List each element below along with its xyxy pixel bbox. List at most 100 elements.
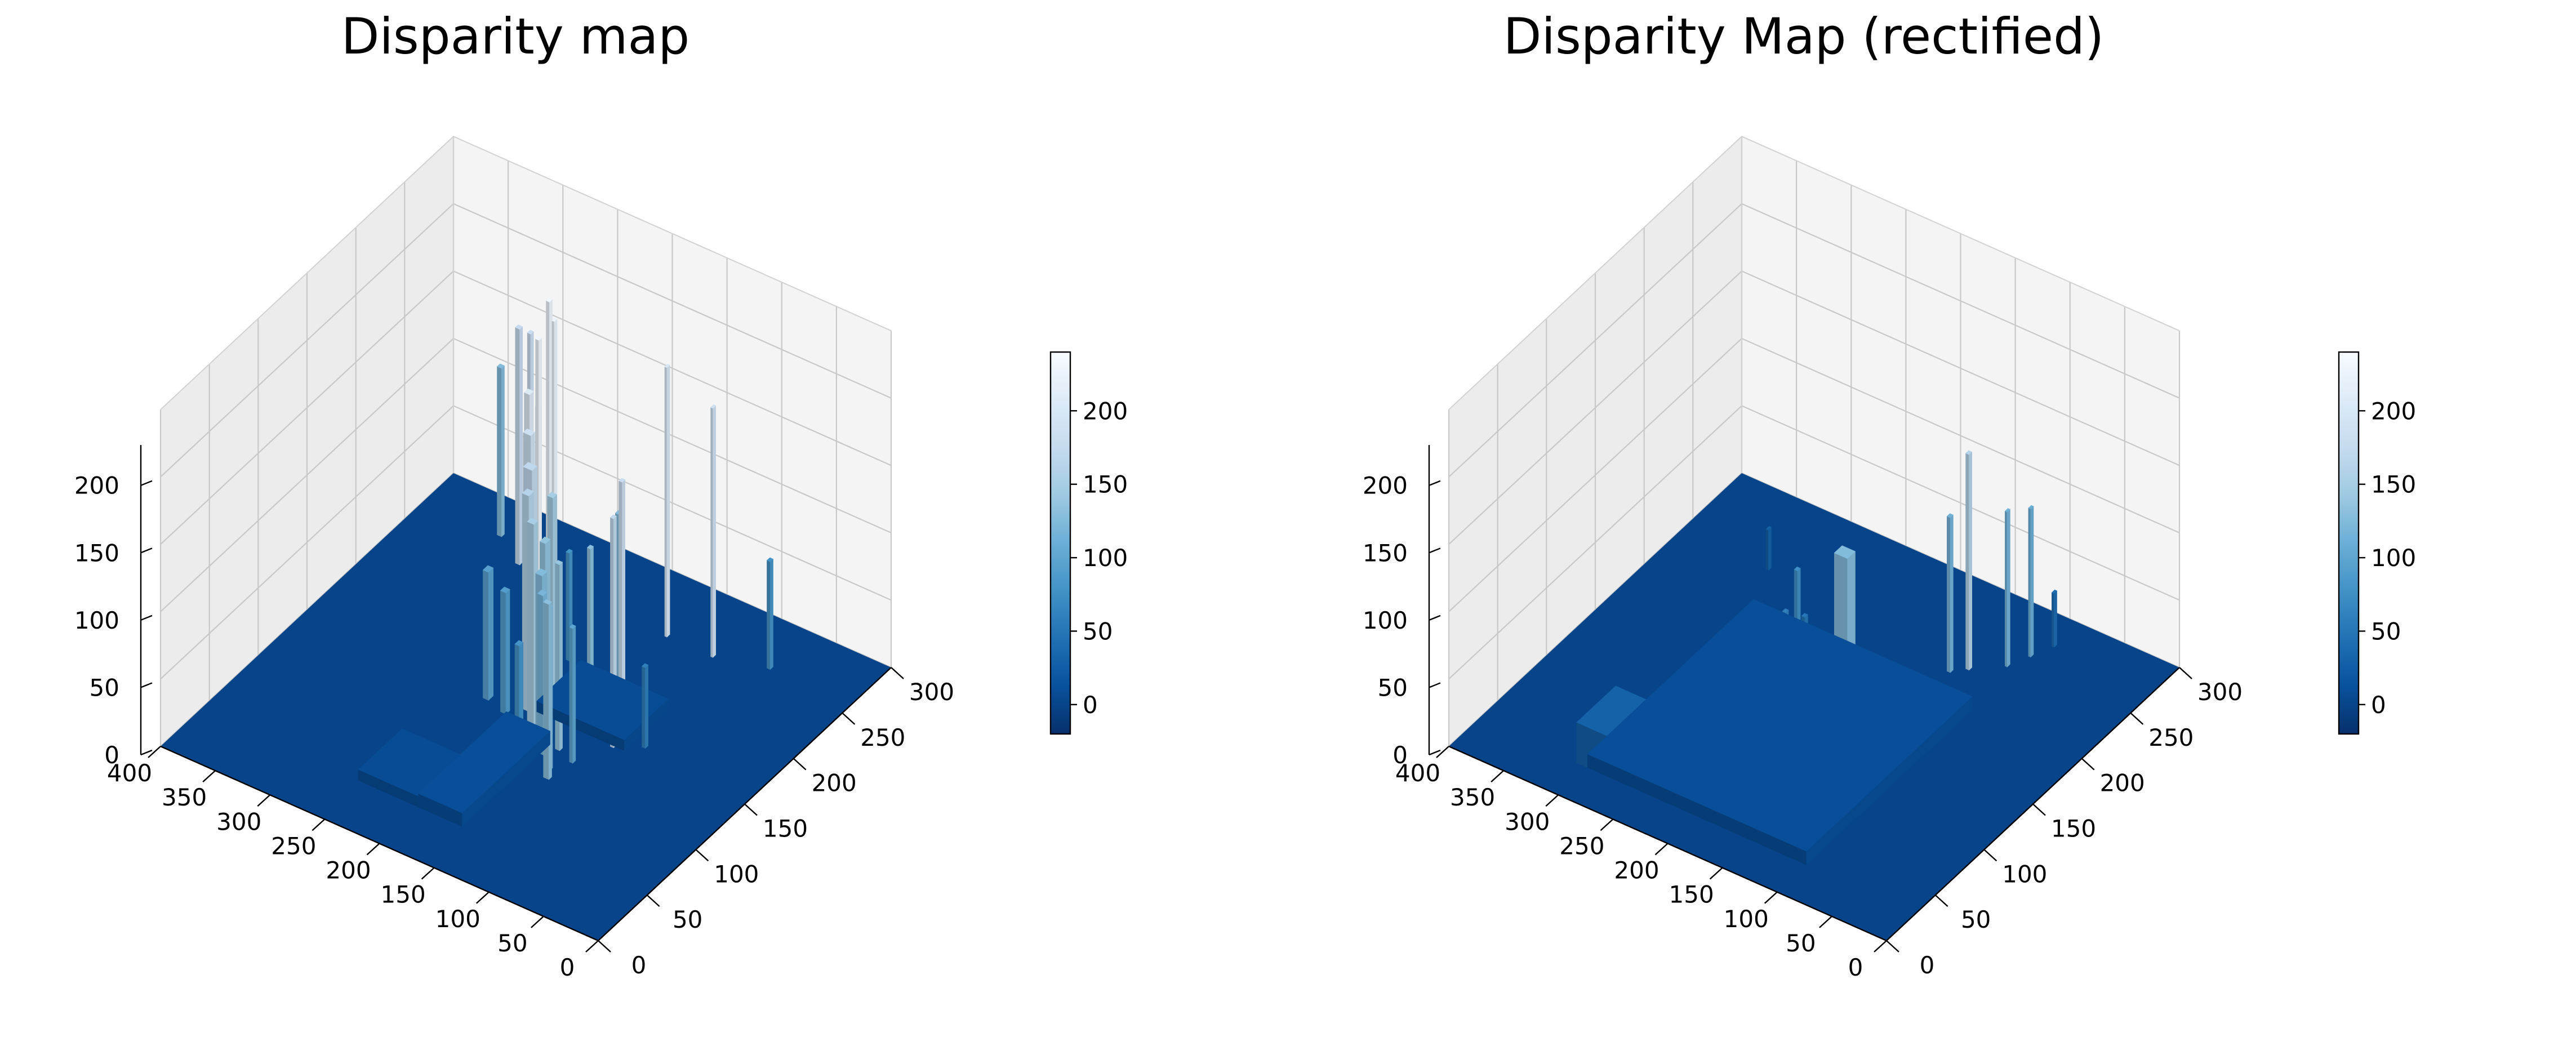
colorbar-tick-label: 150 xyxy=(2371,471,2416,498)
z-tick-mark xyxy=(140,749,153,756)
surface-spike xyxy=(515,324,523,566)
spike-top xyxy=(496,363,505,369)
surface-spike xyxy=(500,586,510,715)
y-tick-label: 300 xyxy=(909,678,954,706)
spike-face xyxy=(2028,508,2031,658)
surface-spike xyxy=(619,478,626,725)
surface-spike xyxy=(1965,450,1973,671)
disparity-map-rectified-figure: Disparity Map (rectified) 40035030025020… xyxy=(1363,7,2416,981)
spike-top xyxy=(2028,505,2034,510)
surface-spike xyxy=(766,557,774,670)
x-tick-mark xyxy=(312,818,326,831)
spike-top xyxy=(539,536,551,544)
y-tick-mark xyxy=(598,940,611,952)
axes-lines xyxy=(1428,445,2192,952)
z-tick-label: 100 xyxy=(74,607,119,634)
z-tick-mark xyxy=(140,548,153,554)
spike-top xyxy=(1794,566,1801,571)
y-tick-label: 0 xyxy=(631,951,647,979)
colorbar: 200 150 100 50 0 xyxy=(2338,351,2416,735)
surface xyxy=(161,297,891,941)
y-tick-mark xyxy=(891,667,904,679)
x-tick-label: 250 xyxy=(1559,832,1604,860)
surface-spike xyxy=(2028,505,2034,658)
surface-spike xyxy=(2004,508,2010,667)
x-tick-label: 200 xyxy=(1614,857,1659,884)
y-tick-mark xyxy=(1983,849,1997,862)
colorbar: 200 150 100 50 0 xyxy=(1049,351,1128,735)
x-tick-label: 200 xyxy=(326,857,371,884)
spike-face xyxy=(2006,509,2010,667)
x-tick-mark xyxy=(531,915,544,928)
y-tick-label: 50 xyxy=(1961,906,1991,933)
spike-top xyxy=(523,428,535,436)
axes-lines xyxy=(140,445,904,952)
spike-face xyxy=(770,558,773,670)
z-tick-label: 100 xyxy=(1363,607,1408,634)
y-tick-mark xyxy=(2032,803,2046,816)
y-tick-mark xyxy=(695,849,709,862)
y-tick-label: 200 xyxy=(2100,769,2145,797)
spike-face xyxy=(1969,451,1972,671)
x-tick-mark xyxy=(257,794,271,807)
z-tick-mark xyxy=(1429,682,1441,688)
x-tick-mark xyxy=(1874,940,1887,952)
spike-top xyxy=(566,549,573,554)
spike-face xyxy=(1947,516,1951,673)
spike-face xyxy=(2005,510,2008,667)
spike-face xyxy=(2030,506,2034,658)
y-tick-mark xyxy=(2130,712,2144,725)
colorbar-tick-label: 200 xyxy=(1083,397,1128,425)
y-tick-label: 50 xyxy=(673,906,702,933)
surface-spike xyxy=(642,663,649,749)
spike-top xyxy=(500,586,510,594)
y-tick-mark xyxy=(646,894,660,907)
x-tick-label: 50 xyxy=(497,929,527,957)
y-tick-label: 250 xyxy=(860,724,905,751)
pane-edges xyxy=(1448,136,2180,473)
spike-face xyxy=(548,601,552,780)
x-tick-mark xyxy=(475,891,490,904)
spike-face xyxy=(555,562,560,751)
spike-face xyxy=(501,365,505,537)
spike-top xyxy=(586,545,594,550)
disparity-map-panel: Disparity map 400 350 300 250 200 150 100 50 0 0 5… xyxy=(74,7,1128,981)
x-tick-label: 350 xyxy=(162,784,207,811)
spike-face xyxy=(2052,592,2054,648)
z-tick-label: 0 xyxy=(1392,741,1408,769)
y-tick-mark xyxy=(2179,667,2192,679)
spike-face xyxy=(1768,527,1772,571)
spike-top xyxy=(514,640,524,647)
spike-face xyxy=(710,407,713,658)
x-tick-mark xyxy=(1764,891,1778,904)
colorbar-tick-label: 100 xyxy=(1083,544,1128,572)
x-tick-label: 50 xyxy=(1786,929,1816,957)
spike-top xyxy=(609,514,617,519)
x-tick-mark xyxy=(1545,794,1559,807)
x-tick-label: 100 xyxy=(1724,905,1769,933)
spike-top xyxy=(555,560,563,566)
y-tick-label: 150 xyxy=(2051,815,2096,843)
spike-face xyxy=(500,590,506,715)
z-tick-mark xyxy=(140,480,153,486)
spike-top xyxy=(1782,608,1789,613)
spike-top xyxy=(535,336,542,341)
surface-spike xyxy=(2051,589,2058,648)
x-tick-mark xyxy=(1654,843,1669,856)
spike-face xyxy=(505,589,510,715)
y-tick-mark xyxy=(1934,894,1948,907)
surface-spike xyxy=(1946,513,1954,673)
surface-spike xyxy=(664,363,670,638)
x-tick-mark xyxy=(1600,818,1614,831)
z-tick-label: 50 xyxy=(1378,674,1408,701)
spike-top xyxy=(642,663,649,668)
z-tick-mark xyxy=(140,615,153,621)
y-tick-mark xyxy=(1886,940,1899,952)
spike-face xyxy=(572,625,576,764)
surface-spike xyxy=(482,565,494,701)
chart-title: Disparity Map (rectified) xyxy=(1503,7,2105,65)
y-tick-label: 100 xyxy=(714,860,759,888)
z-tick-label: 200 xyxy=(74,472,119,500)
spike-top xyxy=(551,318,558,322)
